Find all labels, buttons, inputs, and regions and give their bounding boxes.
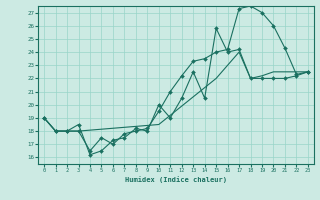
X-axis label: Humidex (Indice chaleur): Humidex (Indice chaleur) [125, 176, 227, 183]
